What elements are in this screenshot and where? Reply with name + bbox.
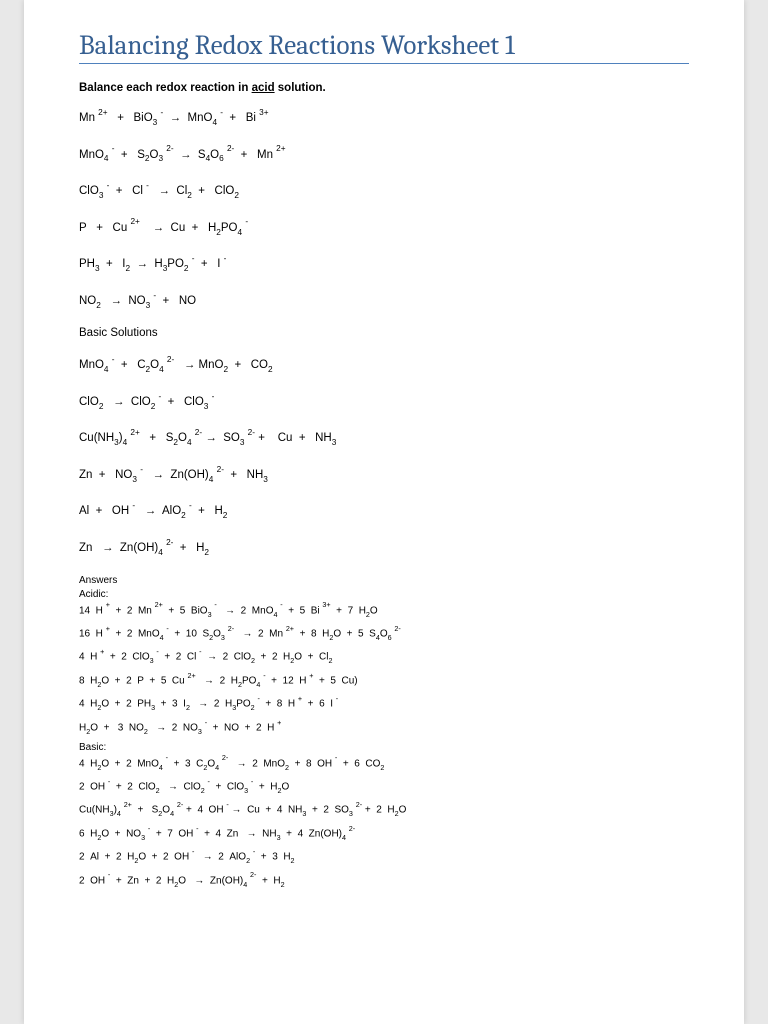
- basic-equation-5: Zn → Zn(OH)4 2- + H2: [79, 538, 689, 559]
- acidic-answer-4: 4 H2O + 2 PH3 + 3 I2 → 2 H3PO2 - + 8 H +…: [79, 695, 689, 712]
- basic-equations: MnO4 - + C2O4 2- → MnO2 + CO2 ClO2 → ClO2…: [79, 355, 689, 558]
- basic-answer-3: 6 H2O + NO3 - + 7 OH - + 4 Zn → NH3 + 4 …: [79, 825, 689, 842]
- answers-heading: Answers: [79, 575, 689, 588]
- intro-line: Balance each redox reaction in acid solu…: [79, 82, 689, 94]
- intro-underlined: acid: [252, 82, 275, 94]
- basic-equation-1: ClO2 → ClO2 - + ClO3 -: [79, 392, 689, 413]
- acid-equation-2: ClO3 - + Cl - → Cl2 + ClO2: [79, 181, 689, 202]
- acidic-answer-5: H2O + 3 NO2 → 2 NO3 - + NO + 2 H +: [79, 719, 689, 736]
- basic-answer-0: 4 H2O + 2 MnO4 - + 3 C2O4 2- → 2 MnO2 + …: [79, 755, 689, 772]
- acidic-answers: 14 H + + 2 Mn 2+ + 5 BiO3 - → 2 MnO4 - +…: [79, 602, 689, 736]
- intro-suffix: solution.: [275, 82, 326, 94]
- basic-answer-2: Cu(NH3)4 2+ + S2O4 2- + 4 OH - → Cu + 4 …: [79, 801, 689, 818]
- basic-answer-1: 2 OH - + 2 ClO2 → ClO2 - + ClO3 - + H2O: [79, 778, 689, 795]
- basic-equation-3: Zn + NO3 - → Zn(OH)4 2- + NH3: [79, 465, 689, 486]
- basic-heading: Basic Solutions: [79, 327, 689, 339]
- acidic-answer-3: 8 H2O + 2 P + 5 Cu 2+ → 2 H2PO4 - + 12 H…: [79, 672, 689, 689]
- acid-equation-4: PH3 + I2 → H3PO2 - + I -: [79, 254, 689, 275]
- basic-label: Basic:: [79, 742, 689, 755]
- acid-equation-3: P + Cu 2+ → Cu + H2PO4 -: [79, 218, 689, 239]
- acid-equation-5: NO2 → NO3 - + NO: [79, 291, 689, 312]
- document-page: Balancing Redox Reactions Worksheet 1 Ba…: [24, 0, 744, 1024]
- basic-equation-0: MnO4 - + C2O4 2- → MnO2 + CO2: [79, 355, 689, 376]
- acid-equation-1: MnO4 - + S2O3 2- → S4O6 2- + Mn 2+: [79, 145, 689, 166]
- basic-answers: 4 H2O + 2 MnO4 - + 3 C2O4 2- → 2 MnO2 + …: [79, 755, 689, 889]
- acidic-label: Acidic:: [79, 589, 689, 602]
- acidic-answer-0: 14 H + + 2 Mn 2+ + 5 BiO3 - → 2 MnO4 - +…: [79, 602, 689, 619]
- acid-equation-0: Mn 2+ + BiO3 - → MnO4 - + Bi 3+: [79, 108, 689, 129]
- basic-answer-5: 2 OH - + Zn + 2 H2O → Zn(OH)4 2- + H2: [79, 872, 689, 889]
- acidic-answer-1: 16 H + + 2 MnO4 - + 10 S2O3 2- → 2 Mn 2+…: [79, 625, 689, 642]
- basic-answer-4: 2 Al + 2 H2O + 2 OH - → 2 AlO2 - + 3 H2: [79, 848, 689, 865]
- intro-prefix: Balance each redox reaction in: [79, 82, 252, 94]
- basic-equation-4: Al + OH - → AlO2 - + H2: [79, 501, 689, 522]
- basic-equation-2: Cu(NH3)4 2+ + S2O4 2- → SO3 2- + Cu + NH…: [79, 428, 689, 449]
- page-title: Balancing Redox Reactions Worksheet 1: [79, 30, 689, 64]
- acidic-answer-2: 4 H + + 2 ClO3 - + 2 Cl - → 2 ClO2 + 2 H…: [79, 648, 689, 665]
- acid-equations: Mn 2+ + BiO3 - → MnO4 - + Bi 3+ MnO4 - + …: [79, 108, 689, 311]
